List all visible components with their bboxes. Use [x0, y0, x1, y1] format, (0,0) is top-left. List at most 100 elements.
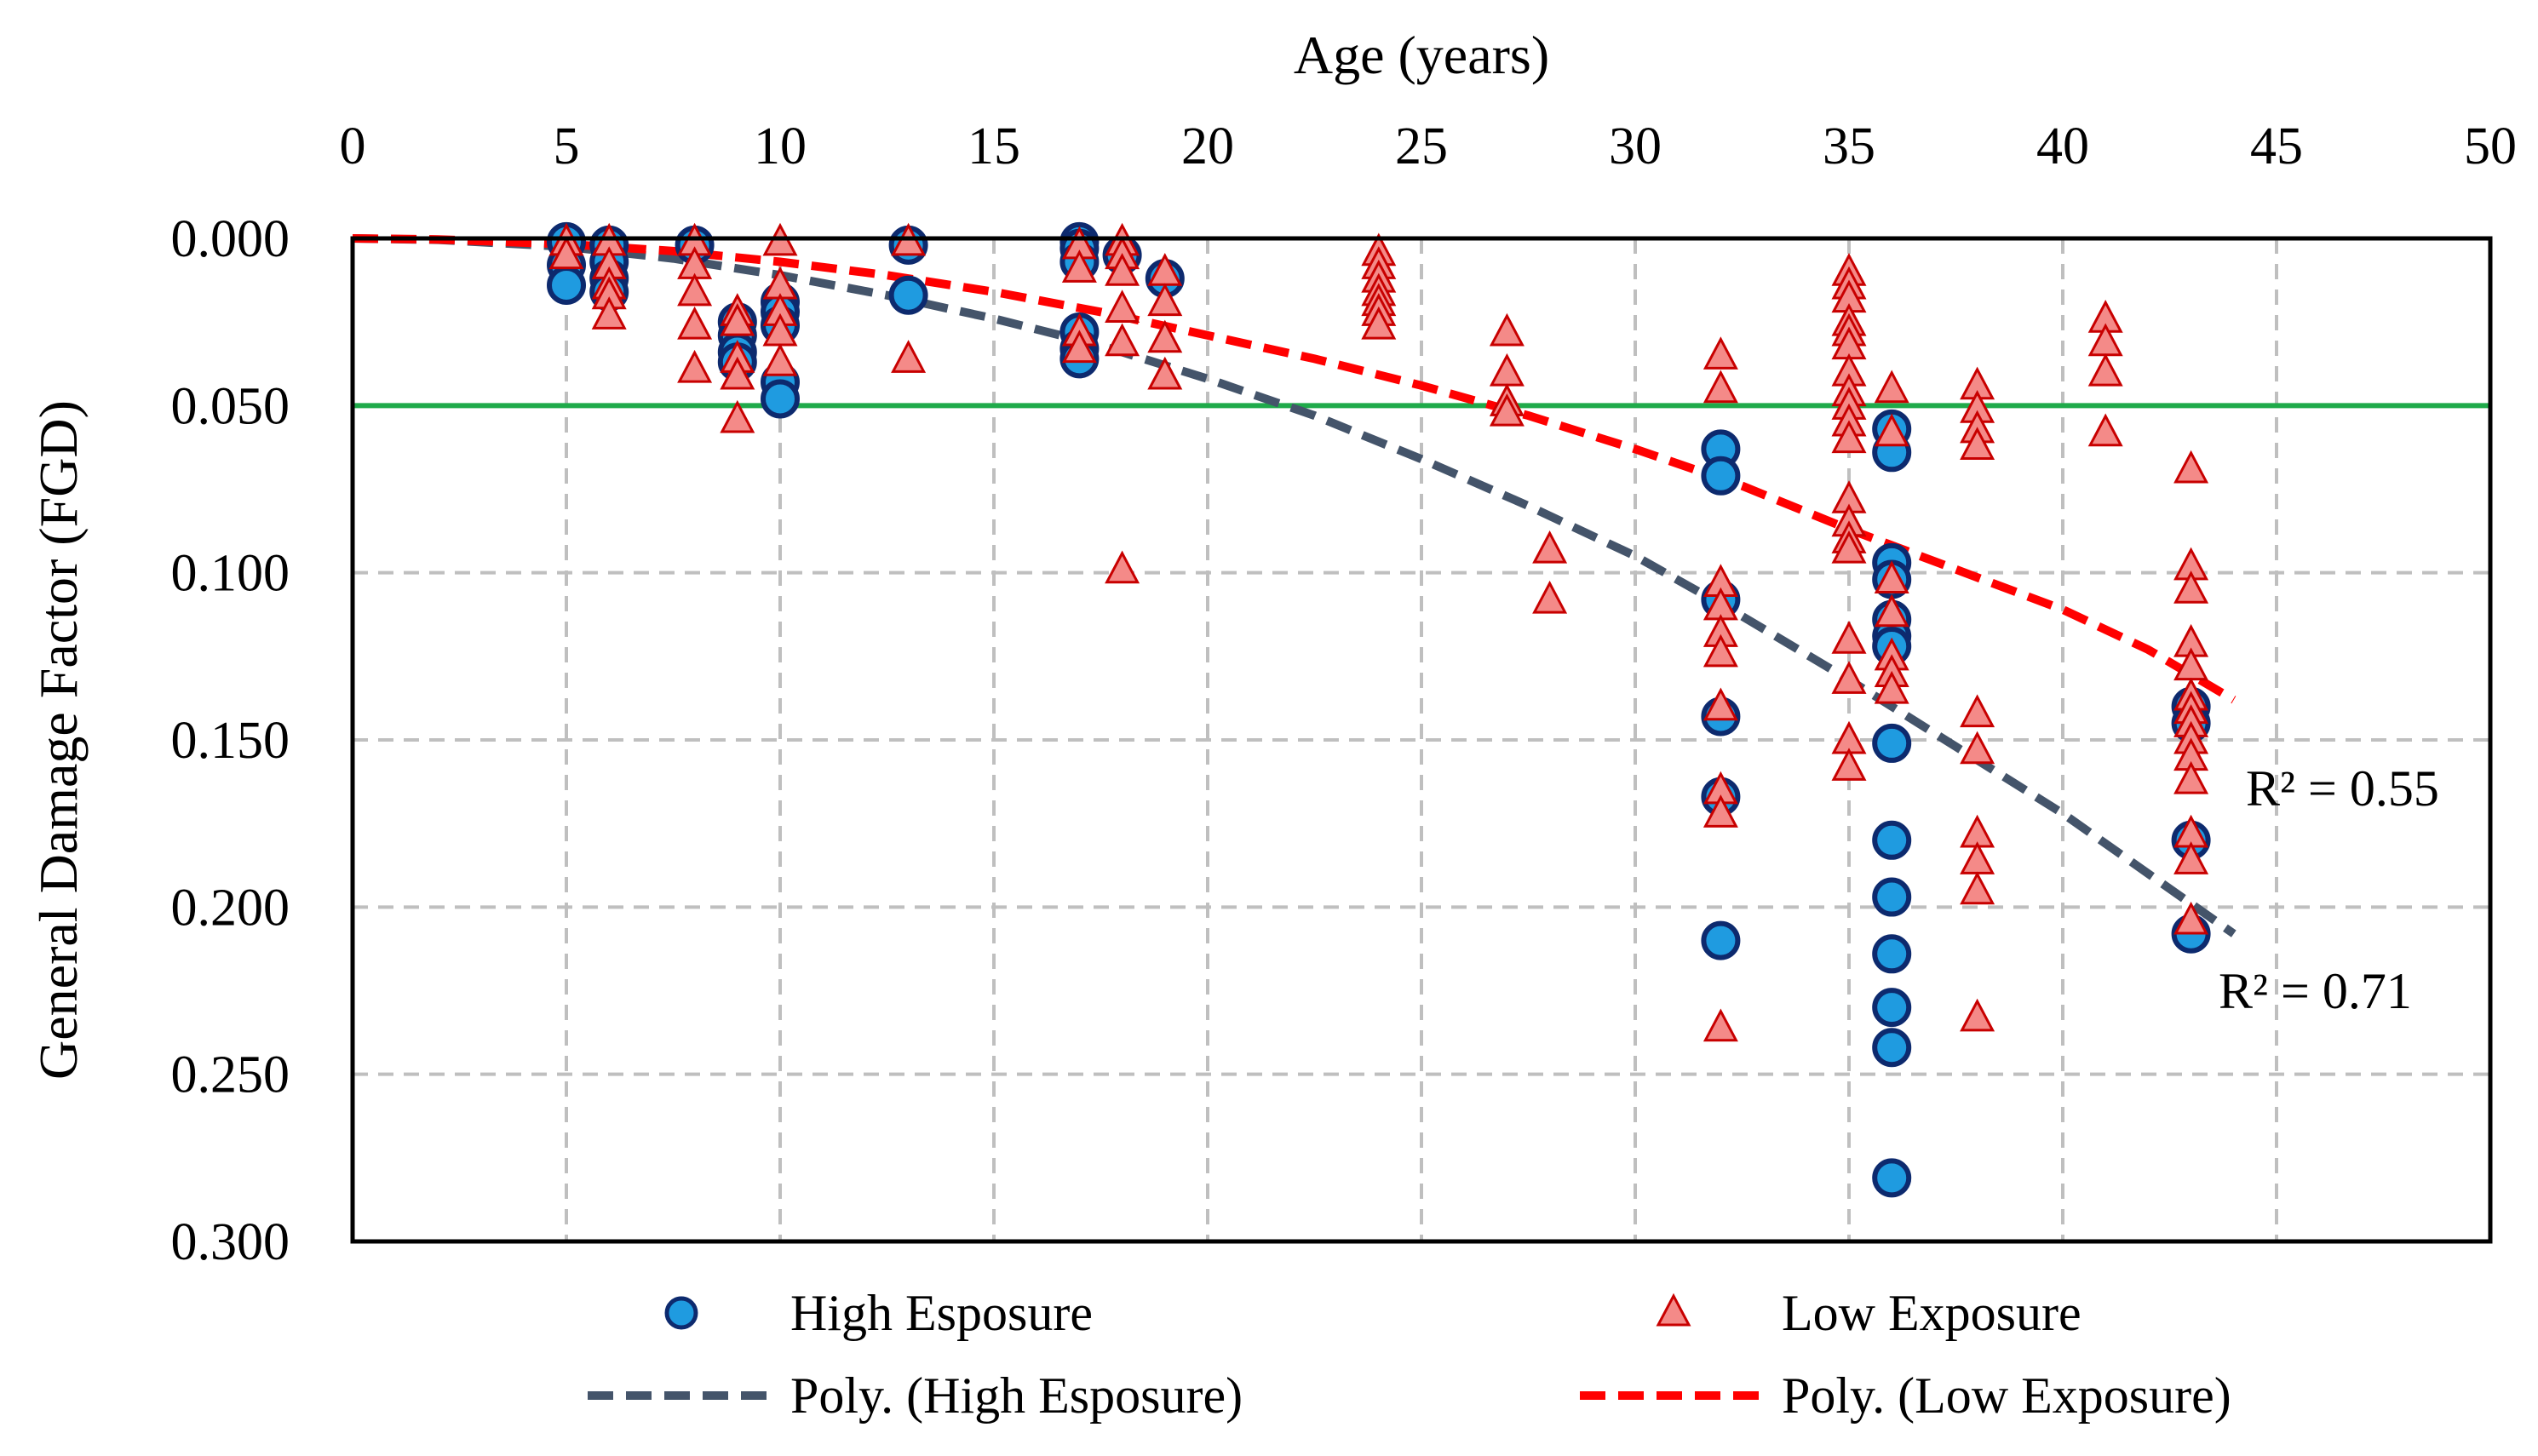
legend: High Esposure Low Exposure Poly. (High E… [588, 1285, 2231, 1424]
point-low-exposure [677, 349, 713, 383]
trendline-high-esposure [352, 234, 2237, 937]
point-low-exposure [677, 306, 713, 340]
y-tick-label: 0.250 [171, 1046, 290, 1104]
point-high-esposure [547, 265, 586, 305]
point-low-exposure [1703, 687, 1738, 721]
legend-item-low-exposure: Low Exposure [1656, 1285, 2082, 1341]
point-low-exposure [1361, 306, 1397, 340]
r2-label-high-esposure: R² = 0.71 [2219, 963, 2412, 1019]
point-high-esposure [1872, 1158, 1912, 1198]
y-axis-tick-labels: 0.000 0.050 0.100 0.150 0.200 0.250 0.300 [171, 210, 290, 1271]
point-low-exposure [1147, 319, 1183, 353]
point-low-exposure [2173, 760, 2209, 794]
point-low-exposure [720, 356, 755, 390]
point-low-exposure [762, 343, 798, 376]
point-low-exposure [1960, 694, 1995, 728]
legend-label-low-exposure: Low Exposure [1782, 1285, 2082, 1341]
point-low-exposure [1532, 580, 1568, 614]
point-high-esposure [761, 379, 800, 419]
point-low-exposure [2173, 570, 2209, 604]
x-tick-label: 35 [1823, 118, 1875, 175]
point-low-exposure [1960, 427, 1995, 460]
point-low-exposure [1061, 330, 1097, 364]
legend-item-poly-high-esposure: Poly. (High Esposure) [588, 1367, 1243, 1424]
x-tick-label: 5 [554, 118, 580, 175]
point-low-exposure [677, 272, 713, 307]
point-low-exposure [591, 296, 627, 330]
point-low-exposure [1105, 323, 1140, 357]
point-low-exposure [1061, 249, 1097, 283]
point-low-exposure [1960, 998, 1995, 1032]
x-tick-label: 30 [1609, 118, 1662, 175]
x-tick-label: 45 [2250, 118, 2303, 175]
point-low-exposure [1703, 794, 1738, 828]
point-low-exposure [1703, 370, 1738, 404]
y-tick-label: 0.200 [171, 879, 290, 937]
point-low-exposure [1831, 420, 1867, 454]
x-tick-label: 25 [1395, 118, 1448, 175]
point-low-exposure [2173, 841, 2209, 874]
point-low-exposure [1489, 393, 1525, 427]
point-low-exposure [1874, 413, 1909, 447]
point-low-exposure [2087, 413, 2123, 447]
y-tick-label: 0.050 [171, 377, 290, 435]
point-low-exposure [1105, 253, 1140, 286]
legend-item-high-esposure: High Esposure [664, 1285, 1093, 1341]
point-low-exposure [1147, 356, 1183, 390]
point-low-exposure [1874, 593, 1909, 628]
series-high-esposure [547, 221, 2211, 1198]
point-low-exposure [1703, 1008, 1738, 1042]
series-low-exposure [548, 222, 2209, 1042]
r2-label-low-exposure: R² = 0.55 [2246, 760, 2439, 817]
point-low-exposure [720, 399, 755, 433]
point-low-exposure [1489, 312, 1525, 347]
point-high-esposure [1872, 988, 1912, 1028]
point-high-esposure [1701, 920, 1741, 960]
x-tick-label: 15 [968, 118, 1020, 175]
point-high-esposure [1872, 820, 1912, 860]
point-low-exposure [1960, 871, 1995, 905]
point-low-exposure [1831, 661, 1867, 694]
trendlines [352, 234, 2237, 937]
point-low-exposure [2173, 901, 2209, 935]
point-low-exposure [1960, 731, 1995, 765]
point-low-exposure [1147, 283, 1183, 317]
point-high-esposure [1872, 723, 1912, 763]
point-low-exposure [1960, 841, 1995, 874]
point-high-esposure [1872, 877, 1912, 917]
point-low-exposure [2087, 353, 2123, 387]
point-low-exposure [1532, 530, 1568, 564]
point-low-exposure [1874, 670, 1909, 704]
x-tick-label: 40 [2036, 118, 2089, 175]
x-tick-label: 0 [340, 118, 366, 175]
x-tick-label: 20 [1181, 118, 1234, 175]
y-tick-label: 0.300 [171, 1213, 290, 1271]
point-low-exposure [1831, 530, 1867, 564]
point-low-exposure [1105, 289, 1140, 323]
point-low-exposure [1105, 550, 1140, 584]
data-points [547, 221, 2211, 1198]
x-tick-label: 10 [754, 118, 807, 175]
y-axis-title: General Damage Factor (FGD) [28, 400, 89, 1080]
point-low-exposure [720, 302, 755, 336]
point-low-exposure [548, 236, 584, 270]
plot-area-border [350, 236, 2493, 1244]
point-low-exposure [1489, 353, 1525, 387]
y-tick-label: 0.150 [171, 712, 290, 770]
legend-item-poly-low-exposure: Poly. (Low Exposure) [1580, 1367, 2231, 1424]
legend-label-poly-low-exposure: Poly. (Low Exposure) [1782, 1367, 2231, 1424]
legend-marker-circle [664, 1296, 698, 1330]
point-low-exposure [2173, 450, 2209, 484]
point-low-exposure [1703, 633, 1738, 668]
legend-label-poly-high-esposure: Poly. (High Esposure) [790, 1367, 1243, 1424]
x-tick-label: 50 [2464, 118, 2517, 175]
legend-marker-triangle [1656, 1293, 1691, 1327]
point-high-esposure [1701, 456, 1741, 496]
point-high-esposure [1872, 934, 1912, 974]
legend-label-high-esposure: High Esposure [790, 1285, 1093, 1341]
point-low-exposure [1874, 370, 1909, 404]
y-tick-label: 0.100 [171, 545, 290, 603]
y-tick-label: 0.000 [171, 210, 290, 268]
